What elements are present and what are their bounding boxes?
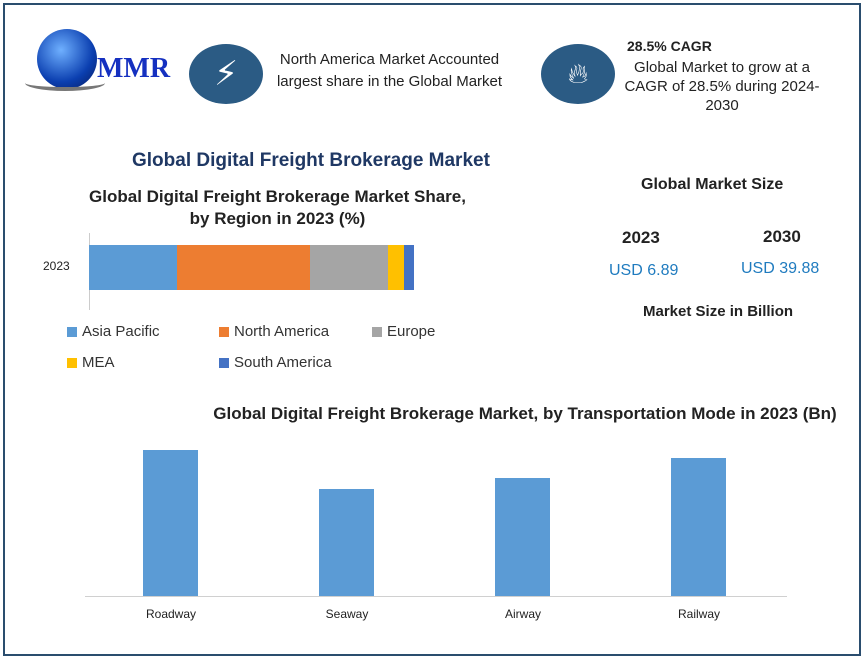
bar-segment-asia-pacific — [89, 245, 177, 290]
mmr-logo: MMR — [25, 25, 175, 95]
region-chart-title: Global Digital Freight Brokerage Market … — [89, 187, 466, 228]
legend-item: Asia Pacific — [67, 323, 160, 340]
highlight-2-text: Global Market to grow at a CAGR of 28.5%… — [624, 59, 820, 114]
legend-item: North America — [219, 323, 329, 340]
legend-item: South America — [219, 354, 332, 371]
highlight-1-text: North America Market Accounted largest s… — [276, 51, 503, 90]
mode-axis — [85, 596, 787, 597]
bar-segment-mea — [388, 245, 405, 290]
bar-roadway — [143, 450, 198, 596]
bar-seaway — [319, 488, 374, 596]
swoosh-icon — [25, 75, 105, 91]
bar-segment-europe — [310, 245, 388, 290]
lightning-icon: ⚡︎ — [189, 44, 263, 104]
mode-chart-title: Global Digital Freight Brokerage Market,… — [213, 404, 837, 423]
bar-railway — [671, 457, 726, 596]
legend-swatch — [219, 326, 229, 337]
legend-item: MEA — [67, 354, 115, 371]
bar-airway — [495, 477, 550, 596]
legend-swatch — [67, 326, 77, 337]
value-2023: USD 6.89 — [609, 262, 679, 279]
legend-label: Asia Pacific — [82, 323, 160, 340]
infographic: MMR ⚡︎ North America Market Accounted la… — [3, 3, 861, 656]
bar-segment-north-america — [176, 245, 310, 290]
legend-swatch — [219, 357, 229, 368]
legend-label: Europe — [387, 323, 436, 340]
year-2023: 2023 — [622, 228, 660, 247]
value-2030: USD 39.88 — [741, 260, 820, 277]
x-tick-label: Airway — [504, 607, 541, 621]
cagr-title: 28.5% CAGR — [627, 38, 712, 54]
x-tick-label: Seaway — [325, 607, 369, 621]
bar-segment-south-america — [404, 245, 414, 290]
legend-label: North America — [234, 323, 330, 340]
legend-item: Europe — [372, 323, 435, 340]
legend-label: South America — [234, 354, 332, 371]
main-title: Global Digital Freight Brokerage Market — [132, 150, 490, 171]
legend-label: MEA — [82, 354, 115, 371]
legend-swatch — [67, 357, 77, 368]
logo-text: MMR — [97, 53, 171, 84]
year-2030: 2030 — [763, 227, 801, 246]
x-tick-label: Roadway — [145, 607, 197, 621]
flame-icon: 🔥︎ — [541, 44, 615, 104]
market-size-note: Market Size in Billion — [643, 303, 794, 320]
market-size-title: Global Market Size — [641, 176, 784, 193]
x-tick-label: Railway — [677, 607, 720, 621]
stacked-bar — [89, 245, 414, 290]
region-category-label: 2023 — [43, 259, 70, 273]
legend-swatch — [372, 326, 382, 337]
